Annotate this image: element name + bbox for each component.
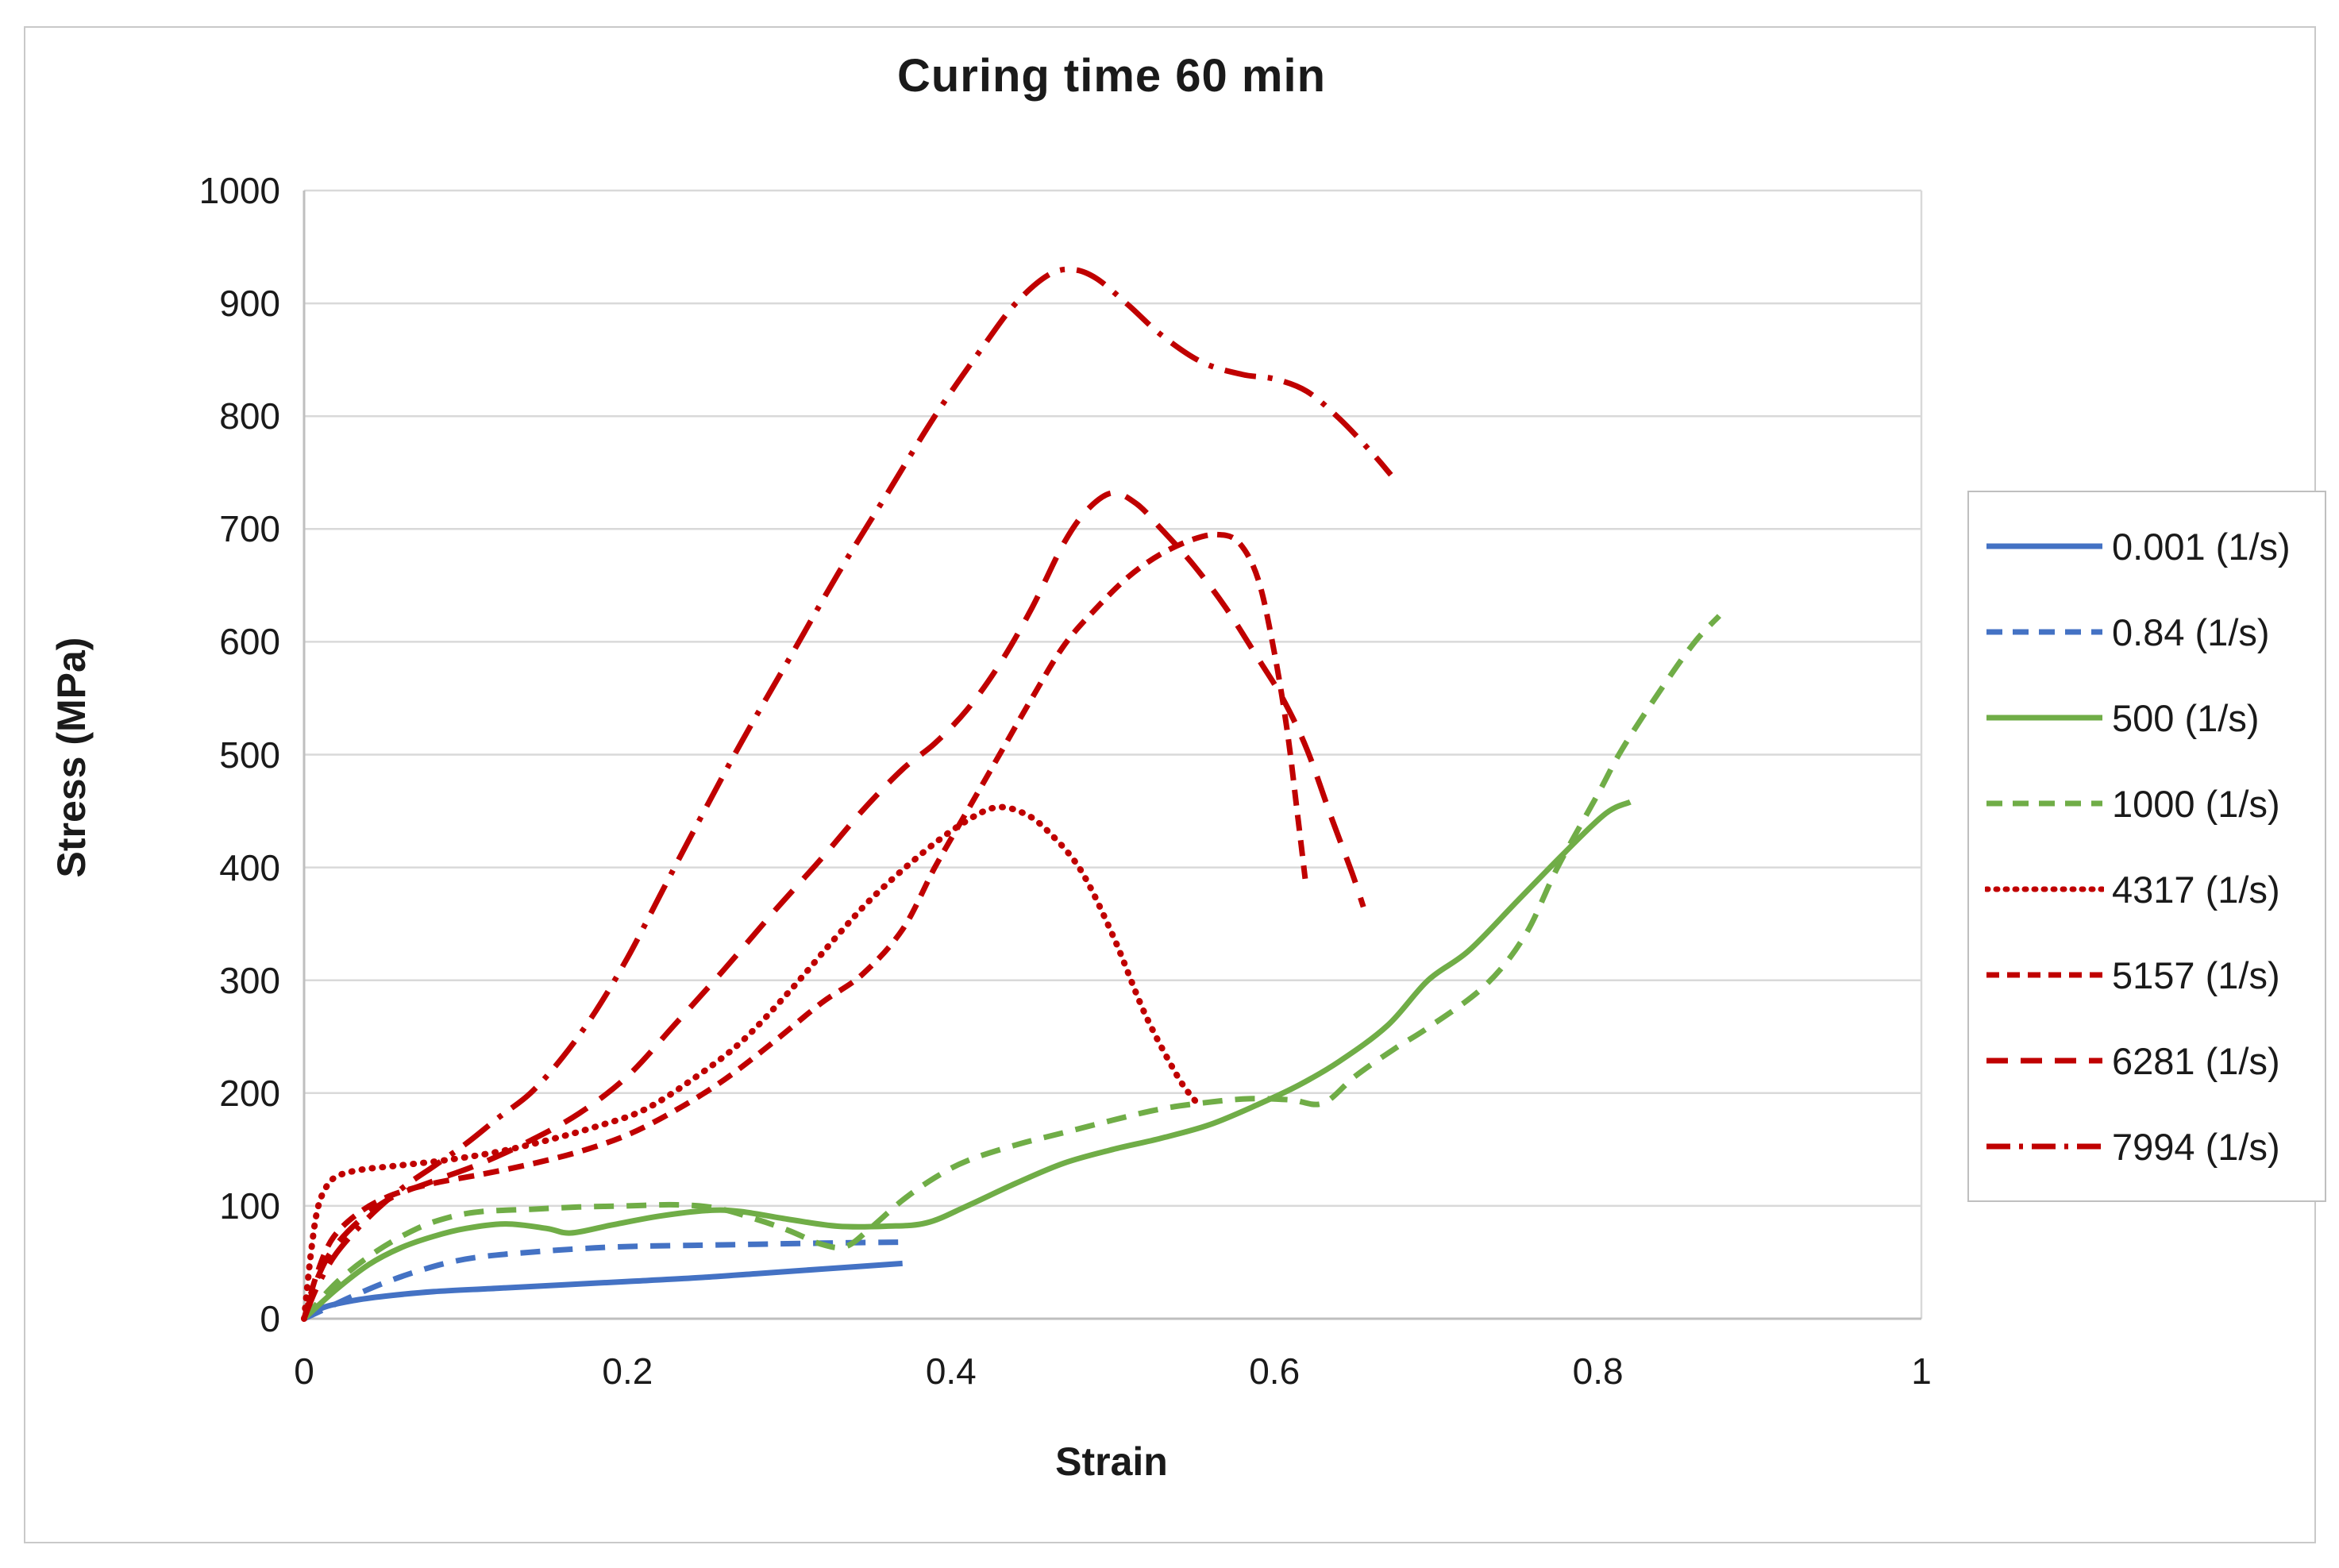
chart-outer-border (24, 26, 2316, 1543)
y-tick-label-500: 500 (219, 734, 280, 776)
y-axis-title: Stress (MPa) (49, 637, 94, 878)
x-tick-label-0.4: 0.4 (925, 1350, 977, 1392)
legend-line-sample-icon (1986, 1143, 2102, 1150)
legend-label: 0.001 (1/s) (2112, 525, 2291, 568)
legend-item-5157-1-s-: 5157 (1/s) (1985, 954, 2325, 997)
legend-line-sample-icon (1986, 1058, 2102, 1064)
x-axis-title: Strain (1055, 1439, 1168, 1484)
legend-line-sample-icon (1985, 886, 2104, 892)
y-tick-label-700: 700 (219, 508, 280, 550)
legend-line-sample-icon (1986, 543, 2102, 549)
series-line-7994-1-s- (301, 266, 1393, 1320)
x-tick-label-0.8: 0.8 (1572, 1350, 1624, 1392)
legend-item-6281-1-s-: 6281 (1/s) (1985, 1039, 2325, 1083)
legend-box: 0.001 (1/s) 0.84 (1/s) 500 (1/s) 1000 (1/s)… (1967, 491, 2326, 1202)
series-line-0.001-1-s- (302, 1260, 903, 1322)
series-line-5157-1-s- (301, 531, 1308, 1320)
series-line-0.84-1-s- (302, 1239, 911, 1322)
y-tick-label-100: 100 (219, 1185, 280, 1227)
y-tick-label-800: 800 (219, 395, 280, 437)
legend-line-sample-icon (1986, 972, 2102, 978)
y-tick-label-400: 400 (219, 846, 280, 888)
legend-item-0.84-1-s-: 0.84 (1/s) (1985, 611, 2325, 654)
legend-label: 500 (1/s) (2112, 696, 2260, 739)
y-tick-label-200: 200 (219, 1072, 280, 1114)
y-tick-label-0: 0 (260, 1298, 280, 1339)
legend-item-4317-1-s-: 4317 (1/s) (1985, 868, 2325, 911)
series-line-500-1-s- (302, 799, 1632, 1321)
y-tick-label-300: 300 (219, 959, 280, 1001)
series-line-6281-1-s- (301, 490, 1366, 1320)
legend-item-500-1-s-: 500 (1/s) (1985, 696, 2325, 740)
legend-label: 6281 (1/s) (2112, 1039, 2280, 1082)
series-line-4317-1-s- (301, 803, 1199, 1322)
y-tick-label-600: 600 (219, 621, 280, 663)
legend-label: 0.84 (1/s) (2112, 611, 2270, 653)
series-line-1000-1-s- (302, 614, 1721, 1321)
legend-item-0.001-1-s-: 0.001 (1/s) (1985, 525, 2325, 568)
legend-line-sample-icon (1986, 715, 2102, 721)
chart-title: Curing time 60 min (896, 50, 1327, 102)
legend-label: 7994 (1/s) (2112, 1125, 2280, 1168)
legend-item-1000-1-s-: 1000 (1/s) (1985, 782, 2325, 826)
x-tick-label-0.2: 0.2 (602, 1350, 653, 1392)
legend-line-sample-icon (1986, 800, 2102, 807)
legend-line-sample-icon (1986, 629, 2102, 635)
x-tick-label-0: 0 (294, 1350, 314, 1392)
x-tick-label-0.6: 0.6 (1249, 1350, 1301, 1392)
x-tick-label-1: 1 (1911, 1350, 1932, 1392)
legend-label: 5157 (1/s) (2112, 954, 2280, 996)
y-tick-label-900: 900 (219, 283, 280, 325)
legend-item-7994-1-s-: 7994 (1/s) (1985, 1125, 2325, 1169)
legend-label: 1000 (1/s) (2112, 782, 2280, 825)
legend-label: 4317 (1/s) (2112, 868, 2280, 911)
y-tick-label-1000: 1000 (198, 170, 280, 211)
